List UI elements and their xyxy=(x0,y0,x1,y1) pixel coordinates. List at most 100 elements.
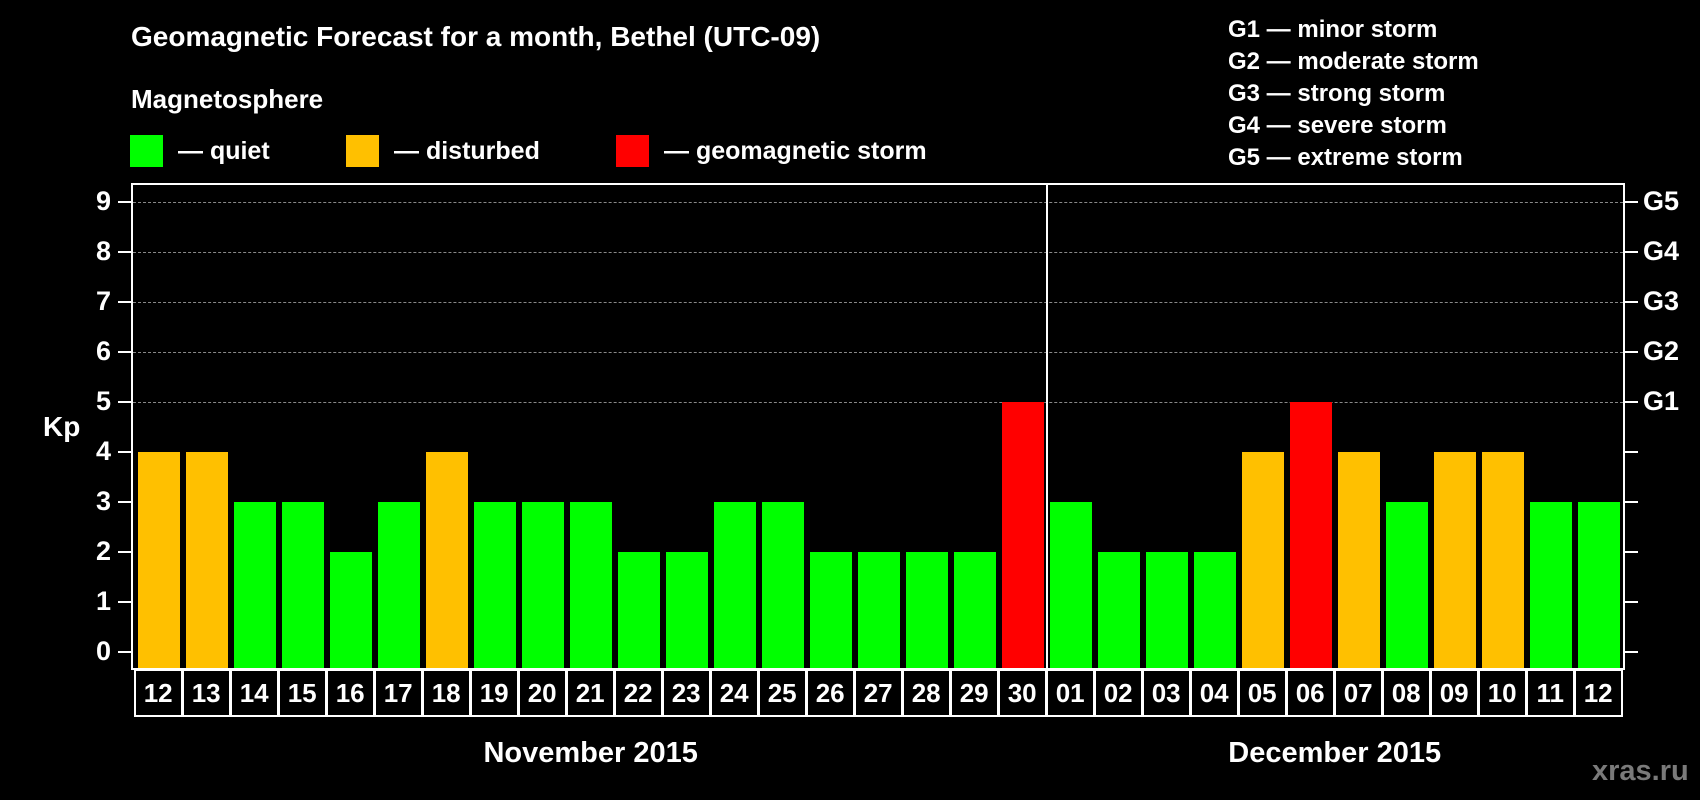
plot-frame xyxy=(131,183,1625,669)
y-tick-label: 4 xyxy=(95,435,111,466)
kp-bar xyxy=(522,501,564,669)
kp-bar xyxy=(234,501,276,669)
date-cell: 10 xyxy=(1477,669,1527,717)
y-tick xyxy=(118,250,131,253)
y-tick xyxy=(118,600,131,603)
g-scale-label: G4 xyxy=(1643,235,1680,266)
right-tick xyxy=(1625,500,1638,503)
date-cell: 26 xyxy=(805,669,855,717)
date-cell: 28 xyxy=(901,669,951,717)
kp-bar xyxy=(330,551,372,669)
kp-bar xyxy=(1194,551,1236,669)
kp-bar xyxy=(1050,501,1092,669)
kp-bar xyxy=(426,451,468,669)
storm-swatch xyxy=(616,135,649,167)
date-cell: 18 xyxy=(421,669,471,717)
g-scale-label: G1 xyxy=(1643,385,1680,416)
date-cell: 21 xyxy=(565,669,615,717)
kp-bar xyxy=(666,551,708,669)
right-tick xyxy=(1625,400,1638,403)
legend-disturbed: — disturbed xyxy=(346,135,540,167)
kp-bar xyxy=(1242,451,1284,669)
y-tick-label: 6 xyxy=(95,335,111,366)
right-tick xyxy=(1625,600,1638,603)
legend-label: — quiet xyxy=(178,136,270,165)
right-tick xyxy=(1625,350,1638,353)
date-cell: 14 xyxy=(229,669,279,717)
chart-title: Geomagnetic Forecast for a month, Bethel… xyxy=(131,21,821,52)
kp-bar xyxy=(1290,401,1332,669)
g-scale-label: G2 xyxy=(1643,335,1680,366)
kp-bar xyxy=(474,501,516,669)
storm-scale-g4: G4 — severe storm xyxy=(1228,112,1447,139)
date-cell: 23 xyxy=(661,669,711,717)
date-cell: 19 xyxy=(469,669,519,717)
kp-bar xyxy=(1146,551,1188,669)
kp-bar xyxy=(570,501,612,669)
kp-bar xyxy=(906,551,948,669)
date-cell: 17 xyxy=(373,669,423,717)
date-cell: 09 xyxy=(1429,669,1479,717)
date-cell: 12 xyxy=(133,669,183,717)
right-tick xyxy=(1625,550,1638,553)
y-axis-label: Kp xyxy=(43,411,81,442)
kp-bar xyxy=(1530,501,1572,669)
storm-scale-g2: G2 — moderate storm xyxy=(1228,48,1479,75)
y-tick-label: 9 xyxy=(95,185,111,216)
date-cell: 11 xyxy=(1525,669,1575,717)
kp-bar xyxy=(954,551,996,669)
g-scale-label: G3 xyxy=(1643,285,1680,316)
y-tick xyxy=(118,450,131,453)
date-cell: 24 xyxy=(709,669,759,717)
legend-label: — geomagnetic storm xyxy=(664,136,927,165)
date-cell: 07 xyxy=(1333,669,1383,717)
right-tick xyxy=(1625,650,1638,653)
date-cell: 08 xyxy=(1381,669,1431,717)
date-cell: 30 xyxy=(997,669,1047,717)
legend-storm: — geomagnetic storm xyxy=(616,135,927,167)
kp-bar xyxy=(282,501,324,669)
y-tick xyxy=(118,400,131,403)
month-label: December 2015 xyxy=(1228,737,1442,769)
right-tick xyxy=(1625,450,1638,453)
date-cell: 15 xyxy=(277,669,327,717)
month-separator xyxy=(1045,183,1048,669)
kp-bar xyxy=(138,451,180,669)
kp-bar xyxy=(762,501,804,669)
gridline xyxy=(133,201,1623,203)
month-label: November 2015 xyxy=(483,737,698,769)
disturbed-swatch xyxy=(346,135,379,167)
kp-bar xyxy=(618,551,660,669)
storm-scale-legend: G1 — minor storm G2 — moderate storm G3 … xyxy=(1228,14,1479,174)
y-tick-label: 1 xyxy=(95,585,111,616)
gridline xyxy=(133,301,1623,303)
g-scale-label: G5 xyxy=(1643,185,1680,216)
right-tick xyxy=(1625,300,1638,303)
date-cell: 16 xyxy=(325,669,375,717)
y-tick xyxy=(118,350,131,353)
gridline xyxy=(133,351,1623,353)
kp-bar xyxy=(858,551,900,669)
y-tick xyxy=(118,300,131,303)
y-tick-label: 7 xyxy=(95,285,111,316)
watermark: xras.ru xyxy=(1592,755,1689,787)
legend-heading: Magnetosphere xyxy=(131,84,324,114)
kp-bar xyxy=(186,451,228,669)
legend-label: — disturbed xyxy=(394,136,540,165)
date-cell: 02 xyxy=(1093,669,1143,717)
kp-bar xyxy=(1098,551,1140,669)
quiet-swatch xyxy=(130,135,163,167)
date-cell: 20 xyxy=(517,669,567,717)
y-tick-label: 5 xyxy=(95,385,111,416)
date-cell: 01 xyxy=(1045,669,1095,717)
storm-scale-g3: G3 — strong storm xyxy=(1228,80,1446,107)
right-tick xyxy=(1625,250,1638,253)
legend-quiet: — quiet xyxy=(130,135,270,167)
date-cell: 13 xyxy=(181,669,231,717)
date-cell: 22 xyxy=(613,669,663,717)
date-cell: 25 xyxy=(757,669,807,717)
y-tick xyxy=(118,500,131,503)
y-tick xyxy=(118,650,131,653)
y-tick xyxy=(118,200,131,203)
date-cell: 05 xyxy=(1237,669,1287,717)
